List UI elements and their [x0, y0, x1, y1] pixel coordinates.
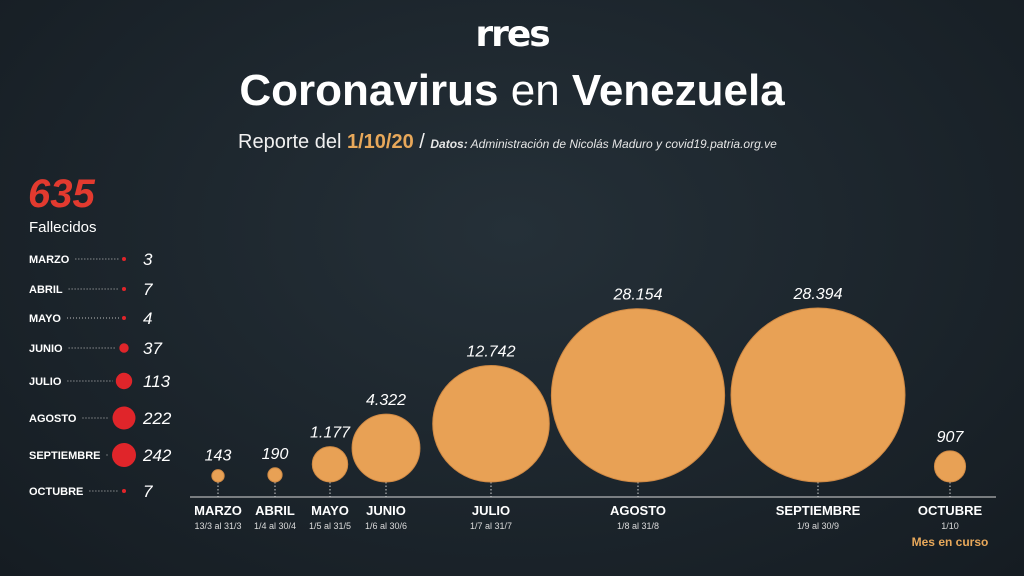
death-month-septiembre: SEPTIEMBRE [29, 450, 101, 462]
death-month-abril: ABRIL [29, 284, 63, 296]
death-value-mayo: 4 [143, 309, 152, 328]
total-deaths-label: Fallecidos [29, 219, 97, 236]
date-range-octubre: 1/10 [941, 521, 959, 531]
month-label-marzo: MARZO [194, 503, 242, 518]
bubble-value-octubre: 907 [937, 429, 965, 446]
death-value-octubre: 7 [143, 482, 153, 501]
death-dot-septiembre [112, 443, 136, 467]
month-label-mayo: MAYO [311, 503, 349, 518]
date-range-julio: 1/7 al 31/7 [470, 521, 512, 531]
bubble-value-agosto: 28.154 [613, 287, 663, 304]
current-month-note: Mes en curso [912, 535, 989, 549]
bubble-septiembre [730, 307, 906, 483]
death-dot-marzo [122, 257, 126, 261]
bubble-julio [432, 364, 550, 483]
date-range-septiembre: 1/9 al 30/9 [797, 521, 839, 531]
bubble-value-mayo: 1.177 [310, 425, 351, 442]
death-dot-junio [119, 343, 129, 353]
month-label-agosto: AGOSTO [610, 503, 666, 518]
death-dot-agosto [112, 406, 136, 430]
report-subtitle: Reporte del 1/10/20 / Datos: Administrac… [238, 131, 838, 154]
month-label-junio: JUNIO [366, 503, 406, 518]
death-month-octubre: OCTUBRE [29, 486, 83, 498]
bubble-abril [267, 467, 283, 483]
bubble-value-julio: 12.742 [467, 343, 516, 360]
bubble-value-marzo: 143 [205, 448, 232, 465]
bubble-agosto [550, 308, 726, 483]
death-month-mayo: MAYO [29, 313, 61, 325]
title-en: en [510, 66, 560, 115]
death-dot-mayo [122, 316, 126, 320]
date-range-mayo: 1/5 al 31/5 [309, 521, 351, 531]
data-source: Datos: Administración de Nicolás Maduro … [430, 137, 776, 151]
bubble-value-abril: 190 [262, 446, 289, 463]
total-deaths: 635 [28, 172, 95, 216]
death-month-julio: JULIO [29, 376, 62, 388]
death-value-marzo: 3 [143, 250, 153, 269]
bubble-marzo [211, 469, 225, 483]
date-range-junio: 1/6 al 30/6 [365, 521, 407, 531]
death-value-junio: 37 [143, 339, 162, 358]
month-label-octubre: OCTUBRE [918, 503, 983, 518]
title-coronavirus: Coronavirus [239, 66, 499, 115]
death-month-agosto: AGOSTO [29, 413, 77, 425]
bubble-value-septiembre: 28.394 [793, 286, 843, 303]
date-range-abril: 1/4 al 30/4 [254, 521, 296, 531]
date-range-agosto: 1/8 al 31/8 [617, 521, 659, 531]
report-separator: / [419, 131, 425, 153]
death-value-agosto: 222 [142, 409, 172, 428]
bubble-octubre [933, 450, 967, 483]
death-dot-octubre [121, 488, 127, 494]
death-dot-julio [115, 372, 133, 390]
page-title: Coronavirus en Venezuela [0, 66, 1024, 116]
bubble-junio [351, 413, 421, 483]
death-value-abril: 7 [143, 280, 153, 299]
death-month-junio: JUNIO [29, 343, 63, 355]
deaths-by-month: MARZO 3 ABRIL 7 MAYO 4 JUNIO 37 JULIO 113 AGOSTO 22… [29, 250, 172, 501]
death-month-marzo: MARZO [29, 254, 70, 266]
report-date: 1/10/20 [346, 131, 414, 153]
month-label-julio: JULIO [472, 503, 510, 518]
rres-logo: rres [475, 14, 550, 55]
month-label-septiembre: SEPTIEMBRE [776, 503, 861, 518]
cases-by-month: 143 MARZO 13/3 al 31/3 190 ABRIL 1/4 al 30/4 1… [190, 286, 996, 549]
source-text: Administración de Nicolás Maduro y covid… [470, 137, 777, 151]
death-value-julio: 113 [143, 372, 171, 391]
report-prefix: Reporte del [238, 131, 342, 153]
source-label: Datos: [430, 137, 468, 151]
death-value-septiembre: 242 [142, 446, 172, 465]
death-dot-abril [121, 286, 127, 292]
title-venezuela: Venezuela [571, 66, 785, 115]
month-label-abril: ABRIL [255, 503, 295, 518]
bubble-value-junio: 4.322 [366, 392, 406, 409]
date-range-marzo: 13/3 al 31/3 [194, 521, 241, 531]
bubble-mayo [311, 446, 349, 483]
